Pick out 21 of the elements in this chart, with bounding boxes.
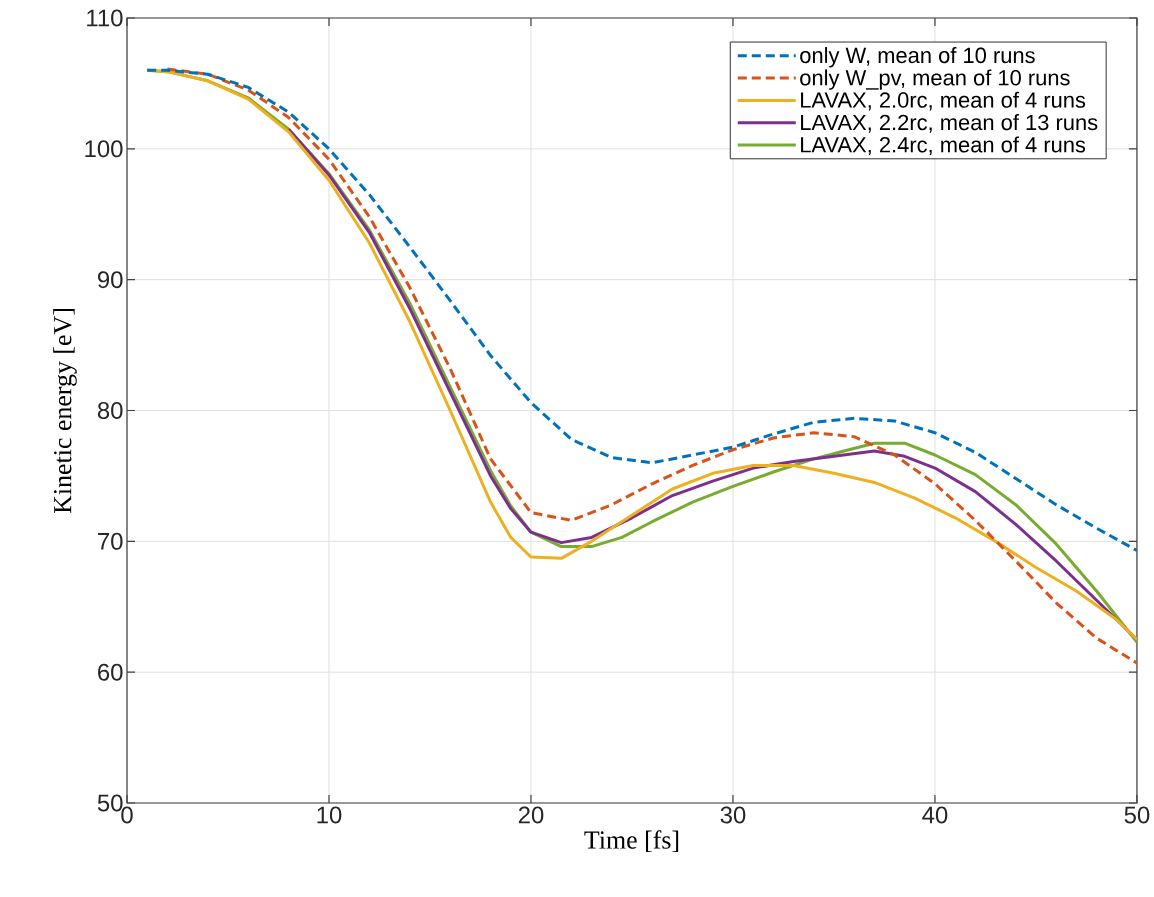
x-tick-label: 50 (1124, 806, 1150, 824)
x-axis-title: Time [fs] (584, 830, 679, 852)
x-tick-label: 10 (317, 806, 342, 824)
y-tick-label: 80 (97, 402, 123, 419)
y-axis-title: Kinetic energy [eV] (53, 309, 77, 514)
legend-label: only W_pv, mean of 10 runs (800, 69, 1070, 90)
y-tick-label: 50 (97, 794, 123, 812)
legend-label: LAVAX, 2.0rc, mean of 4 runs (801, 91, 1086, 111)
y-tick-label: 70 (98, 532, 123, 550)
legend-label: LAVAX, 2.4rc, mean of 4 runs (801, 136, 1086, 156)
y-tick-label: 90 (98, 271, 123, 289)
legend-label: only W, mean of 10 runs (800, 47, 1035, 68)
x-tick-label: 40 (922, 806, 948, 824)
y-tick-label: 100 (85, 140, 123, 158)
legend-label: LAVAX, 2.2rc, mean of 13 runs (801, 114, 1098, 133)
x-tick-label: 0 (121, 806, 133, 824)
y-tick-label: 60 (98, 663, 123, 681)
x-tick-label: 30 (720, 806, 746, 824)
line-series (145, 68, 1137, 552)
y-tick-label: 110 (87, 9, 123, 27)
x-tick-label: 20 (518, 806, 544, 824)
